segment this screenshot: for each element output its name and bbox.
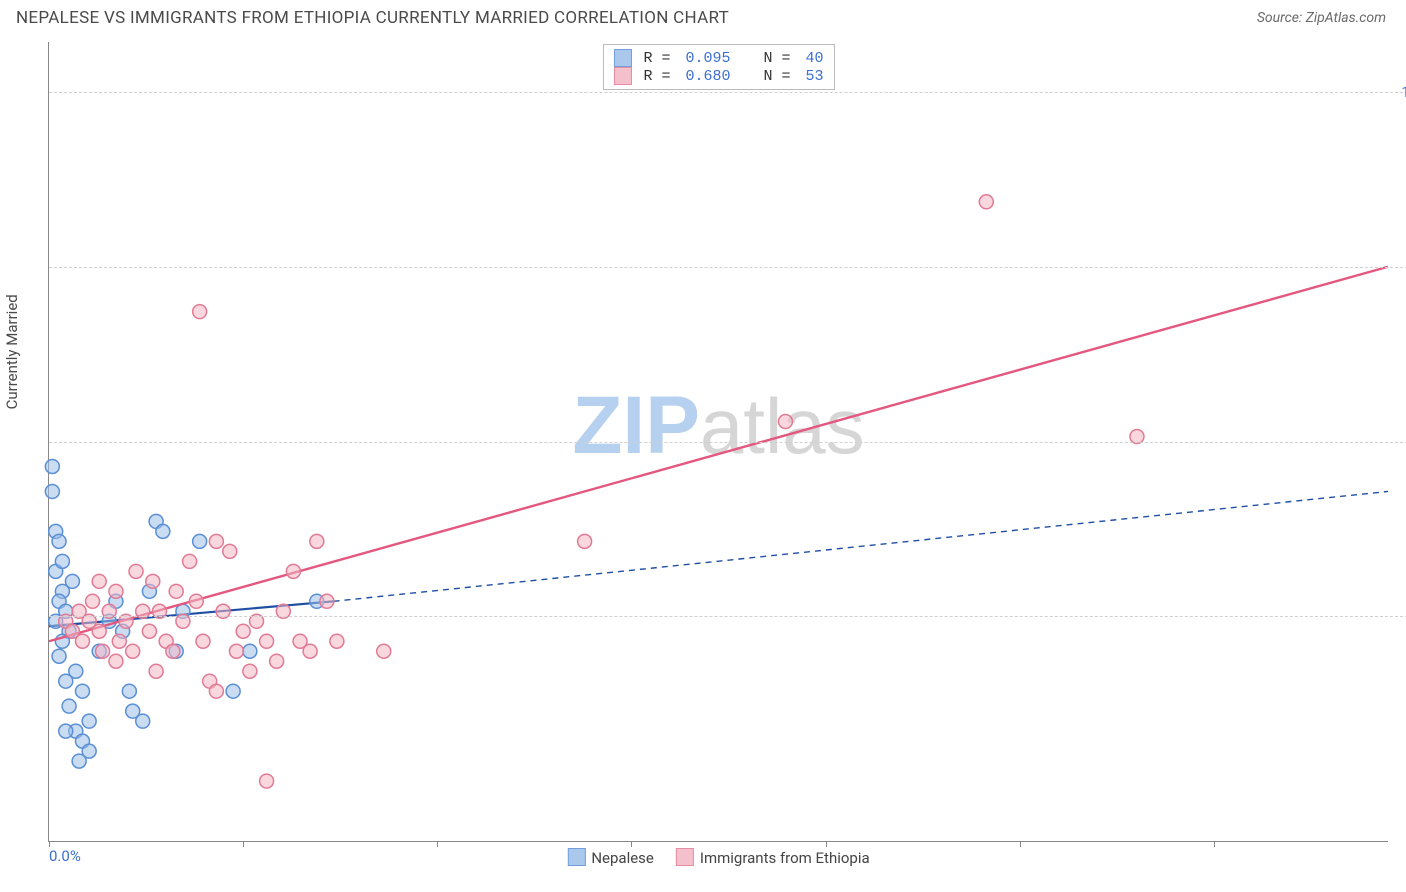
data-point: [260, 634, 274, 648]
legend-n-value: 53: [806, 68, 824, 85]
y-grid-label: 65.0%: [1394, 433, 1406, 451]
data-point: [226, 684, 240, 698]
legend-item: Immigrants from Ethiopia: [676, 848, 870, 867]
data-point: [45, 459, 59, 473]
y-grid-label: 100.0%: [1394, 83, 1406, 101]
data-point: [59, 724, 73, 738]
data-point: [193, 534, 207, 548]
data-point: [183, 554, 197, 568]
legend-r-value: 0.095: [685, 50, 730, 67]
chart-title: NEPALESE VS IMMIGRANTS FROM ETHIOPIA CUR…: [16, 8, 729, 28]
data-point: [236, 624, 250, 638]
trend-line: [49, 267, 1388, 642]
data-point: [270, 654, 284, 668]
data-point: [52, 534, 66, 548]
data-point: [45, 484, 59, 498]
data-point: [75, 634, 89, 648]
data-point: [260, 774, 274, 788]
chart-source: Source: ZipAtlas.com: [1257, 10, 1386, 26]
data-point: [59, 674, 73, 688]
x-tick: [49, 841, 50, 847]
legend-series-name: Immigrants from Ethiopia: [700, 849, 870, 867]
data-point: [122, 684, 136, 698]
legend-swatch: [613, 49, 631, 67]
data-point: [209, 534, 223, 548]
data-point: [223, 544, 237, 558]
data-point: [65, 574, 79, 588]
data-point: [209, 684, 223, 698]
series-legend: Nepalese Immigrants from Ethiopia: [567, 848, 869, 867]
data-point: [82, 714, 96, 728]
data-point: [92, 624, 106, 638]
data-point: [136, 714, 150, 728]
legend-r-label: R =: [643, 50, 679, 67]
x-tick: [1020, 841, 1021, 847]
data-point: [126, 644, 140, 658]
legend-r-value: 0.680: [685, 68, 730, 85]
y-grid-label: 82.5%: [1394, 258, 1406, 276]
data-point: [320, 594, 334, 608]
trend-line-dashed: [334, 491, 1388, 601]
data-point: [52, 649, 66, 663]
gridline: [49, 442, 1406, 443]
legend-n-label: N =: [737, 50, 800, 67]
data-point: [96, 644, 110, 658]
legend-item: Nepalese: [567, 848, 654, 867]
data-point: [330, 634, 344, 648]
plot-area: ZIPatlas R = 0.095 N = 40R = 0.680 N = 5…: [48, 42, 1388, 842]
data-point: [109, 654, 123, 668]
x-tick: [243, 841, 244, 847]
data-point: [92, 574, 106, 588]
data-point: [156, 524, 170, 538]
data-point: [62, 699, 76, 713]
legend-row: R = 0.095 N = 40: [613, 49, 823, 67]
data-point: [166, 644, 180, 658]
legend-swatch: [567, 848, 585, 866]
gridline: [49, 92, 1406, 93]
data-point: [189, 594, 203, 608]
data-point: [243, 644, 257, 658]
legend-swatch: [613, 67, 631, 85]
legend-row: R = 0.680 N = 53: [613, 67, 823, 85]
data-point: [129, 564, 143, 578]
data-point: [578, 534, 592, 548]
data-point: [112, 634, 126, 648]
data-point: [109, 584, 123, 598]
data-point: [193, 305, 207, 319]
legend-n-label: N =: [737, 68, 800, 85]
x-axis-origin-label: 0.0%: [49, 847, 81, 865]
data-point: [229, 644, 243, 658]
gridline: [49, 267, 1406, 268]
data-point: [778, 415, 792, 429]
data-point: [72, 754, 86, 768]
x-tick: [1214, 841, 1215, 847]
data-point: [55, 554, 69, 568]
x-tick: [631, 841, 632, 847]
data-point: [310, 534, 324, 548]
data-point: [377, 644, 391, 658]
data-point: [86, 594, 100, 608]
data-point: [286, 564, 300, 578]
data-point: [303, 644, 317, 658]
chart-container: Currently Married ZIPatlas R = 0.095 N =…: [0, 32, 1406, 884]
y-axis-label: Currently Married: [3, 294, 21, 409]
x-tick: [826, 841, 827, 847]
legend-n-value: 40: [806, 50, 824, 67]
gridline: [49, 616, 1406, 617]
legend-swatch: [676, 848, 694, 866]
data-point: [979, 195, 993, 209]
data-point: [196, 634, 210, 648]
y-grid-label: 47.5%: [1394, 607, 1406, 625]
data-point: [149, 664, 163, 678]
data-point: [169, 584, 183, 598]
legend-r-label: R =: [643, 68, 679, 85]
data-point: [243, 664, 257, 678]
x-tick: [437, 841, 438, 847]
legend-series-name: Nepalese: [591, 849, 654, 867]
chart-header: NEPALESE VS IMMIGRANTS FROM ETHIOPIA CUR…: [0, 0, 1406, 32]
data-point: [142, 624, 156, 638]
correlation-legend: R = 0.095 N = 40R = 0.680 N = 53: [602, 44, 834, 90]
data-point: [75, 684, 89, 698]
data-point: [146, 574, 160, 588]
